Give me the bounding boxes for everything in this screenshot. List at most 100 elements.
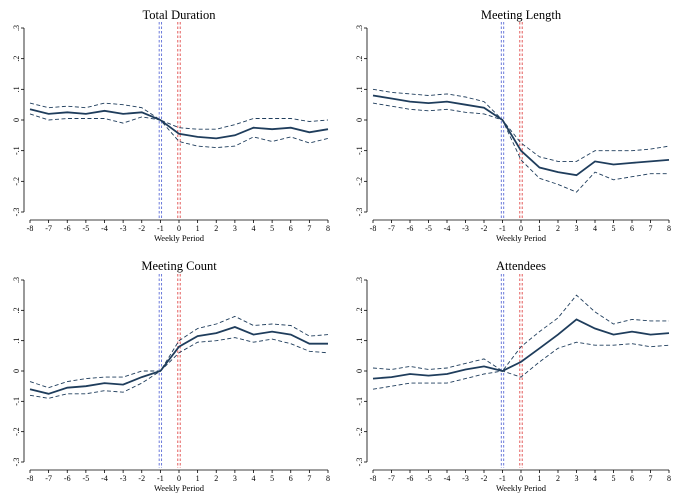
x-tick-label: 6 — [630, 474, 634, 483]
series-ci-line-2 — [372, 102, 669, 193]
x-axis-label: Weekly Period — [154, 483, 205, 493]
chart-title: Total Duration — [142, 8, 216, 22]
x-tick-label: 2 — [214, 474, 218, 483]
x-tick-label: -1 — [157, 224, 164, 233]
x-tick-label: 8 — [326, 224, 330, 233]
x-tick-label: -7 — [388, 224, 395, 233]
y-tick-label: .3 — [12, 277, 21, 283]
x-tick-label: -3 — [462, 224, 469, 233]
chart-panel-4: Attendees .3 .2 .1 0 -.1 -.2 -.3 -8 -7 -6 -5 -4 -3 -2 -… — [355, 259, 671, 493]
series-ci-line-2 — [372, 341, 670, 390]
x-tick-label: 4 — [593, 474, 597, 483]
x-axis-label: Weekly Period — [154, 233, 205, 243]
x-tick-label: 4 — [593, 224, 597, 233]
y-tick-label: -.3 — [12, 208, 21, 217]
x-tick-label: 3 — [233, 474, 237, 483]
series-estimate-line — [372, 318, 670, 380]
y-tick-label: .3 — [355, 25, 364, 31]
x-tick-label: -3 — [120, 224, 127, 233]
x-tick-label: -2 — [138, 474, 145, 483]
x-tick-label: -6 — [64, 474, 71, 483]
y-tick-label: -.1 — [12, 146, 21, 155]
chart-title: Meeting Count — [141, 259, 217, 273]
x-tick-label: -1 — [157, 474, 164, 483]
y-tick-label: .1 — [355, 86, 364, 92]
x-tick-label: -6 — [407, 474, 414, 483]
series-estimate-line — [29, 108, 329, 140]
y-tick-label: .1 — [12, 338, 21, 344]
y-tick-label: 0 — [12, 118, 21, 122]
y-tick-label: 0 — [12, 369, 21, 373]
y-tick-label: .3 — [355, 277, 364, 283]
series-ci-line-1 — [29, 102, 329, 130]
x-tick-label: 5 — [270, 224, 274, 233]
x-axis-label: Weekly Period — [496, 483, 547, 493]
x-tick-label: 5 — [612, 474, 616, 483]
x-tick-label: 3 — [575, 474, 579, 483]
x-tick-label: 0 — [177, 474, 181, 483]
y-tick-label: .3 — [12, 25, 21, 31]
series-estimate-line — [29, 326, 328, 395]
y-tick-label: 0 — [355, 118, 364, 122]
x-tick-label: 3 — [233, 224, 237, 233]
x-tick-label: -8 — [370, 474, 377, 483]
y-tick-label: -.1 — [12, 397, 21, 406]
y-tick-label: -.2 — [12, 177, 21, 186]
y-tick-label: .2 — [355, 56, 364, 62]
x-tick-label: 3 — [575, 224, 579, 233]
x-tick-label: -1 — [499, 474, 506, 483]
x-tick-label: 0 — [177, 224, 181, 233]
x-tick-label: 4 — [252, 474, 256, 483]
x-tick-label: -7 — [45, 474, 52, 483]
x-tick-label: 1 — [538, 474, 542, 483]
x-tick-label: -7 — [45, 224, 52, 233]
y-tick-label: .1 — [355, 338, 364, 344]
x-tick-label: 5 — [270, 474, 274, 483]
x-tick-label: -7 — [388, 474, 395, 483]
y-tick-label: .2 — [355, 307, 364, 313]
x-tick-label: -4 — [444, 224, 451, 233]
x-tick-label: 0 — [519, 224, 523, 233]
x-tick-label: 1 — [196, 474, 200, 483]
y-tick-label: 0 — [355, 369, 364, 373]
y-tick-label: -.3 — [355, 208, 364, 217]
chart-panel-1: Total Duration .3 .2 .1 0 -.1 -.2 -.3 -8 -7 -6 -5 -4… — [12, 8, 330, 243]
x-tick-label: 1 — [538, 224, 542, 233]
x-tick-label: -4 — [444, 474, 451, 483]
series-ci-line-2 — [29, 113, 329, 149]
x-tick-label: 0 — [519, 474, 523, 483]
x-tick-label: 6 — [630, 224, 634, 233]
x-tick-label: 7 — [307, 474, 311, 483]
x-tick-label: 4 — [252, 224, 256, 233]
x-tick-label: 5 — [612, 224, 616, 233]
x-tick-label: -6 — [407, 224, 414, 233]
y-tick-label: .2 — [12, 56, 21, 62]
series-ci-line-1 — [372, 294, 669, 372]
x-tick-label: 7 — [649, 474, 653, 483]
series-ci-line-1 — [372, 88, 670, 162]
x-tick-label: 2 — [556, 224, 560, 233]
x-tick-label: 7 — [307, 224, 311, 233]
y-tick-label: .2 — [12, 307, 21, 313]
y-tick-label: -.2 — [12, 427, 21, 436]
x-tick-label: 6 — [289, 474, 293, 483]
y-tick-label: -.2 — [355, 177, 364, 186]
y-tick-label: -.3 — [12, 458, 21, 467]
chart-panel-2: Meeting Length .3 .2 .1 0 -.1 -.2 -.3 -8 -7 -6 -5 -4… — [355, 8, 671, 243]
chart-panel-3: Meeting Count .3 .2 .1 0 -.1 -.2 -.3 -8 -7 -6 -5 -4 -… — [12, 259, 330, 493]
x-tick-label: 8 — [667, 474, 671, 483]
y-tick-label: .1 — [12, 86, 21, 92]
x-tick-label: 6 — [289, 224, 293, 233]
x-tick-label: -5 — [83, 474, 90, 483]
x-tick-label: 2 — [214, 224, 218, 233]
x-tick-label: -3 — [462, 474, 469, 483]
x-tick-label: 2 — [556, 474, 560, 483]
y-tick-label: -.2 — [355, 427, 364, 436]
x-tick-label: 7 — [649, 224, 653, 233]
x-tick-label: -8 — [27, 474, 34, 483]
series-ci-line-2 — [29, 337, 329, 399]
x-tick-label: -4 — [101, 224, 108, 233]
x-tick-label: -1 — [499, 224, 506, 233]
x-axis-label: Weekly Period — [496, 233, 547, 243]
